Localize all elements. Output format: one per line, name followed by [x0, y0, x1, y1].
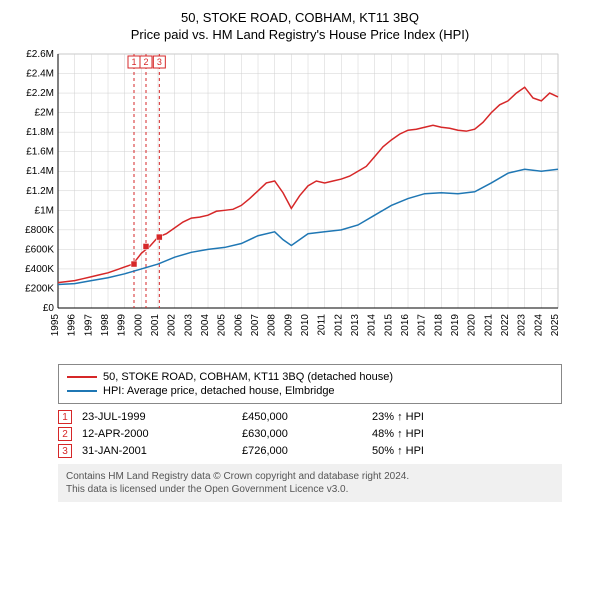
sale-pct: 48% ↑ HPI	[372, 428, 472, 440]
svg-text:1995: 1995	[50, 314, 61, 337]
legend-swatch	[67, 390, 97, 392]
sale-row: 2 12-APR-2000 £630,000 48% ↑ HPI	[58, 427, 562, 441]
legend-item: 50, STOKE ROAD, COBHAM, KT11 3BQ (detach…	[67, 371, 553, 383]
svg-text:£2.2M: £2.2M	[26, 88, 54, 99]
sale-row: 1 23-JUL-1999 £450,000 23% ↑ HPI	[58, 410, 562, 424]
chart-title: 50, STOKE ROAD, COBHAM, KT11 3BQ	[10, 10, 590, 25]
svg-text:£1M: £1M	[35, 205, 54, 216]
svg-text:£1.2M: £1.2M	[26, 186, 54, 197]
price-chart: £0 £200K £400K £600K £800K £1M £1.2M £1.4M £1.6M…	[10, 48, 590, 358]
svg-text:2002: 2002	[167, 314, 178, 337]
legend-label: HPI: Average price, detached house, Elmb…	[103, 385, 335, 397]
svg-text:£2M: £2M	[35, 108, 54, 119]
svg-text:£1.4M: £1.4M	[26, 166, 54, 177]
sale-marker: 2	[58, 427, 72, 441]
sale-pct: 50% ↑ HPI	[372, 445, 472, 457]
svg-text:2021: 2021	[483, 314, 494, 337]
svg-text:£600K: £600K	[25, 244, 54, 255]
svg-text:2005: 2005	[217, 314, 228, 337]
svg-text:2019: 2019	[450, 314, 461, 337]
sale-price: £450,000	[242, 411, 362, 423]
svg-text:2025: 2025	[550, 314, 561, 337]
svg-text:2014: 2014	[367, 314, 378, 337]
legend-label: 50, STOKE ROAD, COBHAM, KT11 3BQ (detach…	[103, 371, 393, 383]
svg-text:£1.8M: £1.8M	[26, 127, 54, 138]
svg-text:2001: 2001	[150, 314, 161, 337]
sale-pct: 23% ↑ HPI	[372, 411, 472, 423]
svg-text:£2.4M: £2.4M	[26, 69, 54, 80]
svg-text:2008: 2008	[267, 314, 278, 337]
footer-line2: This data is licensed under the Open Gov…	[66, 483, 554, 496]
sale-date: 23-JUL-1999	[82, 411, 232, 423]
footer-line1: Contains HM Land Registry data © Crown c…	[66, 470, 554, 483]
svg-text:2000: 2000	[133, 314, 144, 337]
svg-text:2: 2	[143, 57, 148, 67]
legend-swatch	[67, 376, 97, 378]
svg-text:1997: 1997	[83, 314, 94, 337]
svg-text:£200K: £200K	[25, 283, 54, 294]
svg-text:2024: 2024	[533, 314, 544, 337]
svg-text:2004: 2004	[200, 314, 211, 337]
svg-text:2015: 2015	[383, 314, 394, 337]
sale-price: £726,000	[242, 445, 362, 457]
svg-text:2006: 2006	[233, 314, 244, 337]
sale-date: 31-JAN-2001	[82, 445, 232, 457]
sale-price: £630,000	[242, 428, 362, 440]
svg-text:£2.6M: £2.6M	[26, 49, 54, 60]
svg-text:1: 1	[131, 57, 136, 67]
sale-date: 12-APR-2000	[82, 428, 232, 440]
footer-note: Contains HM Land Registry data © Crown c…	[58, 464, 562, 502]
sale-row: 3 31-JAN-2001 £726,000 50% ↑ HPI	[58, 444, 562, 458]
svg-text:1999: 1999	[117, 314, 128, 337]
svg-text:2009: 2009	[283, 314, 294, 337]
svg-text:2017: 2017	[417, 314, 428, 337]
sale-marker: 3	[58, 444, 72, 458]
legend-item: HPI: Average price, detached house, Elmb…	[67, 385, 553, 397]
svg-text:2011: 2011	[317, 314, 328, 336]
svg-text:£400K: £400K	[25, 264, 54, 275]
svg-text:2018: 2018	[433, 314, 444, 337]
svg-text:2016: 2016	[400, 314, 411, 337]
svg-text:2023: 2023	[517, 314, 528, 337]
svg-text:2010: 2010	[300, 314, 311, 337]
svg-text:2007: 2007	[250, 314, 261, 337]
svg-text:2003: 2003	[183, 314, 194, 337]
svg-text:£1.6M: £1.6M	[26, 147, 54, 158]
svg-text:£0: £0	[43, 303, 55, 314]
svg-text:2013: 2013	[350, 314, 361, 337]
svg-text:3: 3	[157, 57, 162, 67]
svg-text:2022: 2022	[500, 314, 511, 337]
legend-box: 50, STOKE ROAD, COBHAM, KT11 3BQ (detach…	[58, 364, 562, 404]
svg-text:£800K: £800K	[25, 225, 54, 236]
svg-text:1998: 1998	[100, 314, 111, 337]
sale-marker: 1	[58, 410, 72, 424]
chart-subtitle: Price paid vs. HM Land Registry's House …	[10, 27, 590, 42]
svg-text:2012: 2012	[333, 314, 344, 337]
svg-text:1996: 1996	[67, 314, 78, 337]
svg-text:2020: 2020	[467, 314, 478, 337]
